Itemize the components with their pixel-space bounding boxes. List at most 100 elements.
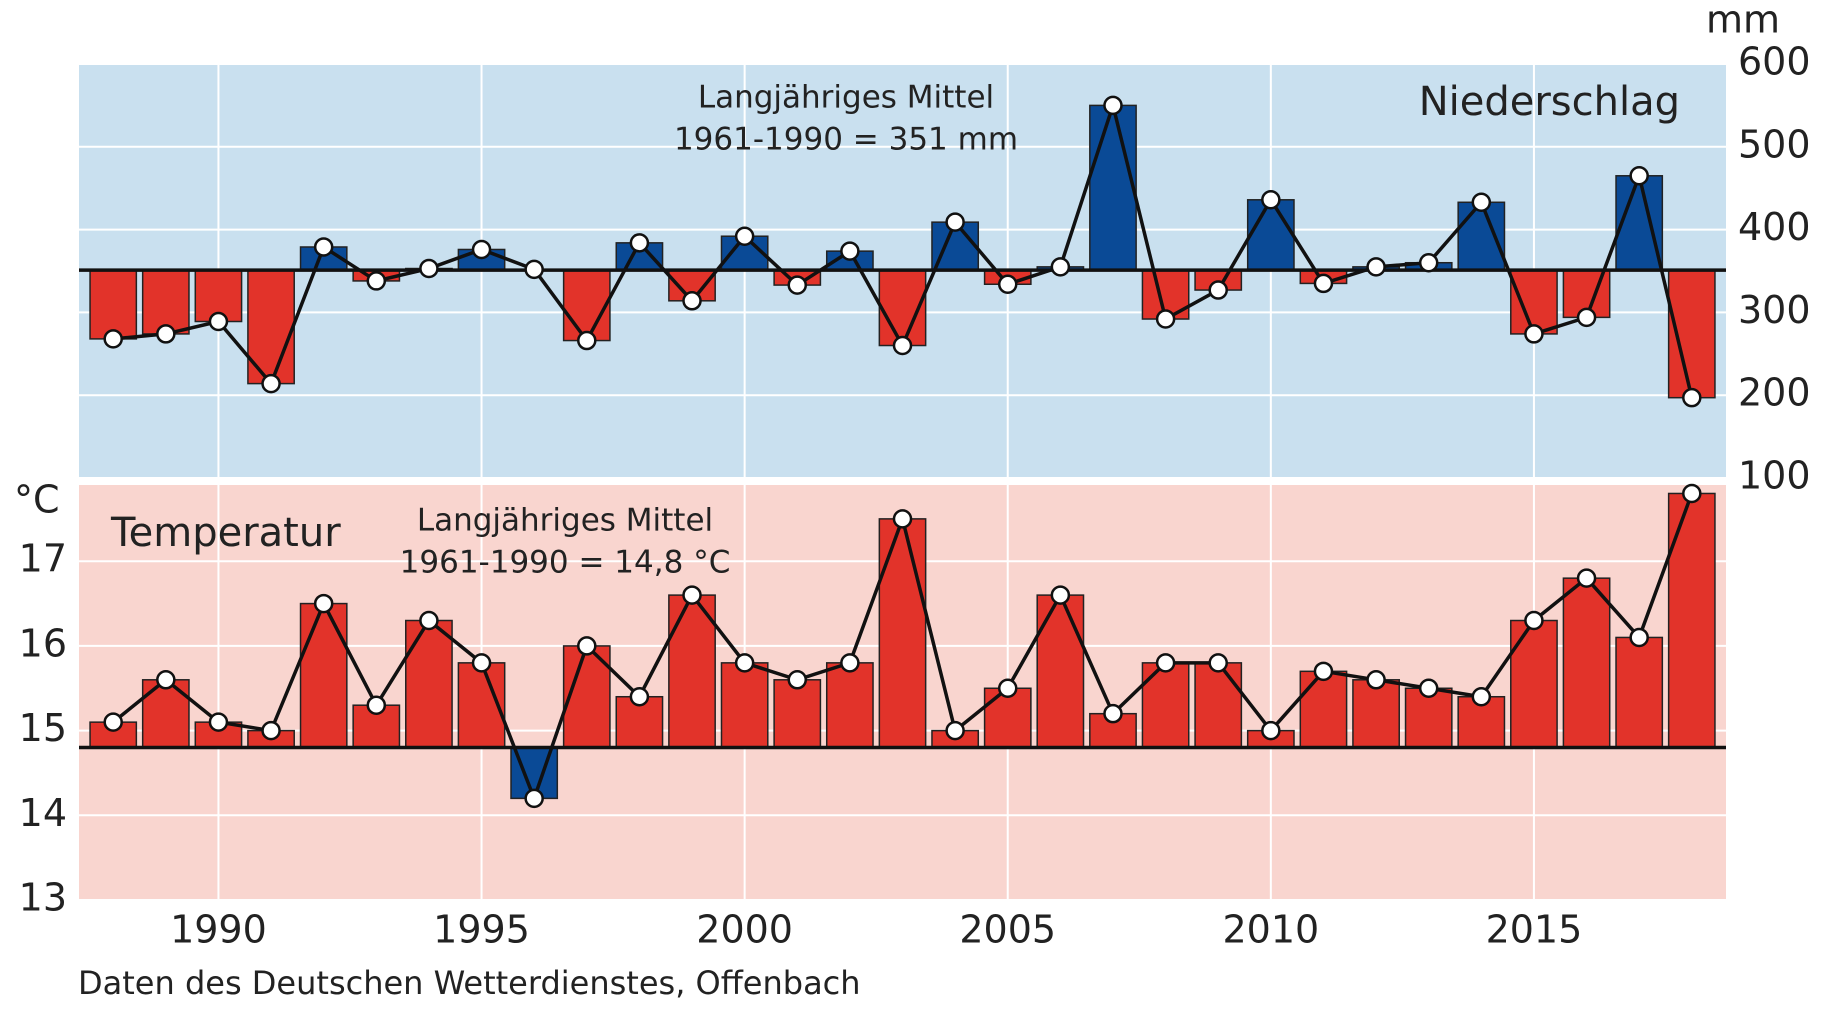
data-point xyxy=(1050,257,1071,277)
data-point xyxy=(1471,686,1492,707)
bar xyxy=(825,662,874,749)
data-point xyxy=(840,241,860,261)
data-point xyxy=(787,670,808,690)
data-point xyxy=(1103,95,1123,116)
data-point xyxy=(524,259,544,280)
data-point xyxy=(945,720,965,741)
bar xyxy=(1352,679,1400,749)
data-point xyxy=(1155,653,1176,673)
y-tick-label: 14 xyxy=(19,791,67,835)
data-point xyxy=(156,670,176,690)
data-point xyxy=(577,636,597,656)
annotation: Langjähriges Mittel xyxy=(698,80,994,116)
data-point xyxy=(1366,257,1386,277)
bar xyxy=(1246,199,1295,271)
data-point xyxy=(629,233,650,253)
bar xyxy=(1141,662,1190,749)
annotation: Langjähriges Mittel xyxy=(417,503,713,539)
data-point xyxy=(366,271,387,291)
y-tick-label: 600 xyxy=(1738,40,1811,84)
x-tick-label: 2005 xyxy=(959,908,1056,952)
annotation: 1961-1990 = 351 mm xyxy=(674,122,1018,158)
data-point xyxy=(1682,387,1702,408)
data-point xyxy=(1682,483,1702,504)
data-point xyxy=(471,239,492,260)
x-tick-label: 1995 xyxy=(433,908,530,952)
data-point xyxy=(208,712,229,732)
data-point xyxy=(1418,678,1439,699)
data-point xyxy=(1471,192,1492,213)
panel-title: Temperatur xyxy=(110,510,341,556)
data-point xyxy=(840,653,860,673)
data-point xyxy=(1103,703,1123,724)
bar xyxy=(1036,594,1085,749)
data-point xyxy=(1050,585,1071,605)
data-point xyxy=(313,593,334,614)
bar xyxy=(562,269,611,342)
bar xyxy=(1089,104,1137,271)
data-point xyxy=(629,686,650,707)
bar xyxy=(1615,175,1664,271)
data-point xyxy=(577,330,597,351)
data-point xyxy=(1366,670,1386,690)
bar xyxy=(1667,492,1716,749)
y-tick-label: 100 xyxy=(1738,454,1811,498)
data-point xyxy=(1524,610,1544,631)
bar xyxy=(141,269,190,335)
bar xyxy=(878,518,927,749)
x-tick-label: 2015 xyxy=(1486,908,1583,952)
data-point xyxy=(261,373,281,394)
bar xyxy=(1510,619,1558,749)
data-point xyxy=(261,720,281,741)
data-point xyxy=(1208,653,1228,673)
bar xyxy=(89,269,138,340)
bar xyxy=(141,679,190,749)
y-tick-label: 13 xyxy=(19,876,67,920)
bar xyxy=(1404,687,1453,749)
data-point xyxy=(1576,568,1597,588)
y-tick-label: 200 xyxy=(1738,371,1811,415)
data-point xyxy=(1629,627,1649,648)
data-point xyxy=(1313,661,1334,682)
data-point xyxy=(1313,273,1334,294)
data-point xyxy=(208,311,229,332)
bar xyxy=(299,602,348,749)
y-tick-label: 17 xyxy=(19,537,67,581)
data-point xyxy=(471,653,492,673)
data-point xyxy=(682,585,702,605)
data-point xyxy=(734,653,755,673)
bar xyxy=(405,619,453,749)
data-point xyxy=(156,324,176,344)
bar xyxy=(720,662,769,749)
data-point xyxy=(524,788,544,809)
y-tick-label: 16 xyxy=(19,621,67,665)
data-point xyxy=(1418,252,1439,273)
x-tick-label: 1990 xyxy=(170,908,267,952)
unit-label: mm xyxy=(1706,0,1780,42)
data-point xyxy=(734,226,755,246)
bar xyxy=(1299,670,1348,749)
source: Daten des Deutschen Wetterdienstes, Offe… xyxy=(78,964,861,1002)
data-point xyxy=(945,212,965,232)
data-point xyxy=(313,237,334,257)
bar xyxy=(773,679,822,749)
data-point xyxy=(1261,190,1281,210)
bar xyxy=(668,594,716,749)
data-point xyxy=(419,258,439,279)
data-point xyxy=(1524,324,1544,344)
data-point xyxy=(997,678,1018,699)
bar xyxy=(1457,201,1506,271)
data-point xyxy=(1155,309,1176,329)
y-tick-label: 300 xyxy=(1738,288,1811,332)
data-point xyxy=(787,275,808,295)
x-tick-label: 2000 xyxy=(696,908,793,952)
data-point xyxy=(1576,307,1597,328)
data-point xyxy=(1629,166,1649,186)
y-tick-label: 400 xyxy=(1738,205,1811,249)
bar xyxy=(1194,662,1243,749)
unit-label: °C xyxy=(14,478,60,522)
bar xyxy=(1562,577,1611,749)
x-tick-label: 2010 xyxy=(1222,908,1319,952)
data-point xyxy=(1261,720,1281,741)
